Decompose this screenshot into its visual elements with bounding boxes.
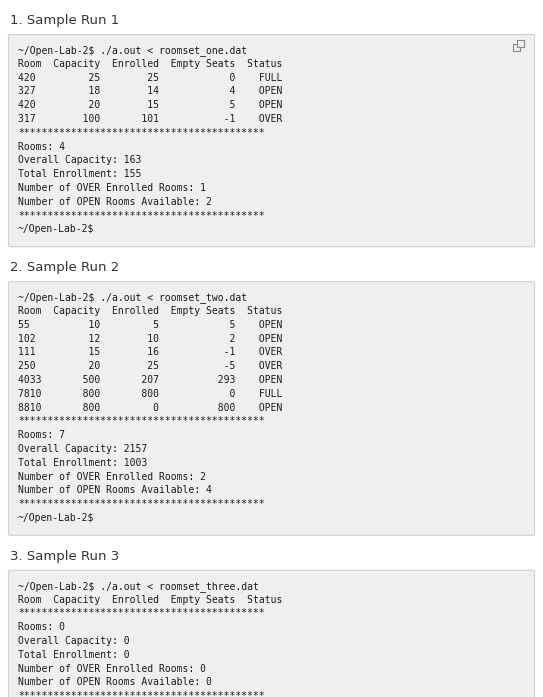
Text: Total Enrollment: 0: Total Enrollment: 0 xyxy=(18,650,130,660)
Text: Total Enrollment: 1003: Total Enrollment: 1003 xyxy=(18,458,147,468)
Text: Rooms: 0: Rooms: 0 xyxy=(18,622,65,632)
Text: Number of OVER Enrolled Rooms: 2: Number of OVER Enrolled Rooms: 2 xyxy=(18,472,206,482)
Text: 55          10         5            5    OPEN: 55 10 5 5 OPEN xyxy=(18,320,282,330)
Text: ~/Open-Lab-2$ ./a.out < roomset_one.dat: ~/Open-Lab-2$ ./a.out < roomset_one.dat xyxy=(18,45,247,56)
Text: ******************************************: ****************************************… xyxy=(18,128,265,138)
Text: Room  Capacity  Enrolled  Empty Seats  Status: Room Capacity Enrolled Empty Seats Statu… xyxy=(18,595,282,604)
Text: Overall Capacity: 163: Overall Capacity: 163 xyxy=(18,155,141,165)
Text: 1. Sample Run 1: 1. Sample Run 1 xyxy=(10,14,119,27)
Text: 420         20        15            5    OPEN: 420 20 15 5 OPEN xyxy=(18,100,282,110)
Text: 8810       800         0          800    OPEN: 8810 800 0 800 OPEN xyxy=(18,403,282,413)
Text: ~/Open-Lab-2$ ./a.out < roomset_two.dat: ~/Open-Lab-2$ ./a.out < roomset_two.dat xyxy=(18,292,247,303)
Text: ******************************************: ****************************************… xyxy=(18,608,265,618)
Text: ~/Open-Lab-2$: ~/Open-Lab-2$ xyxy=(18,224,94,234)
Text: ******************************************: ****************************************… xyxy=(18,499,265,510)
Text: Room  Capacity  Enrolled  Empty Seats  Status: Room Capacity Enrolled Empty Seats Statu… xyxy=(18,306,282,316)
Text: 102         12        10            2    OPEN: 102 12 10 2 OPEN xyxy=(18,334,282,344)
Text: Rooms: 4: Rooms: 4 xyxy=(18,141,65,152)
Text: Number of OVER Enrolled Rooms: 0: Number of OVER Enrolled Rooms: 0 xyxy=(18,664,206,673)
Text: 4033       500       207          293    OPEN: 4033 500 207 293 OPEN xyxy=(18,375,282,385)
Text: 250         20        25           -5    OVER: 250 20 25 -5 OVER xyxy=(18,361,282,372)
Text: 7810       800       800            0    FULL: 7810 800 800 0 FULL xyxy=(18,389,282,399)
Text: ******************************************: ****************************************… xyxy=(18,210,265,220)
Text: 420         25        25            0    FULL: 420 25 25 0 FULL xyxy=(18,72,282,83)
FancyBboxPatch shape xyxy=(517,40,524,47)
Text: 3. Sample Run 3: 3. Sample Run 3 xyxy=(10,550,119,562)
Text: Number of OPEN Rooms Available: 0: Number of OPEN Rooms Available: 0 xyxy=(18,677,212,687)
Text: Number of OVER Enrolled Rooms: 1: Number of OVER Enrolled Rooms: 1 xyxy=(18,183,206,193)
Text: Overall Capacity: 0: Overall Capacity: 0 xyxy=(18,636,130,646)
FancyBboxPatch shape xyxy=(513,44,520,51)
Text: 2. Sample Run 2: 2. Sample Run 2 xyxy=(10,261,119,274)
FancyBboxPatch shape xyxy=(9,570,534,697)
Text: ~/Open-Lab-2$ ./a.out < roomset_three.dat: ~/Open-Lab-2$ ./a.out < roomset_three.da… xyxy=(18,581,259,592)
Text: ******************************************: ****************************************… xyxy=(18,691,265,697)
Text: 111         15        16           -1    OVER: 111 15 16 -1 OVER xyxy=(18,347,282,358)
Text: 327         18        14            4    OPEN: 327 18 14 4 OPEN xyxy=(18,86,282,96)
Text: Number of OPEN Rooms Available: 2: Number of OPEN Rooms Available: 2 xyxy=(18,197,212,207)
Text: Number of OPEN Rooms Available: 4: Number of OPEN Rooms Available: 4 xyxy=(18,485,212,496)
Text: Room  Capacity  Enrolled  Empty Seats  Status: Room Capacity Enrolled Empty Seats Statu… xyxy=(18,59,282,69)
Text: ******************************************: ****************************************… xyxy=(18,416,265,427)
Text: Rooms: 7: Rooms: 7 xyxy=(18,430,65,441)
Text: 317        100       101           -1    OVER: 317 100 101 -1 OVER xyxy=(18,114,282,124)
FancyBboxPatch shape xyxy=(9,34,534,247)
FancyBboxPatch shape xyxy=(9,282,534,535)
Text: Overall Capacity: 2157: Overall Capacity: 2157 xyxy=(18,444,147,454)
Text: ~/Open-Lab-2$: ~/Open-Lab-2$ xyxy=(18,513,94,523)
Text: Total Enrollment: 155: Total Enrollment: 155 xyxy=(18,169,141,179)
